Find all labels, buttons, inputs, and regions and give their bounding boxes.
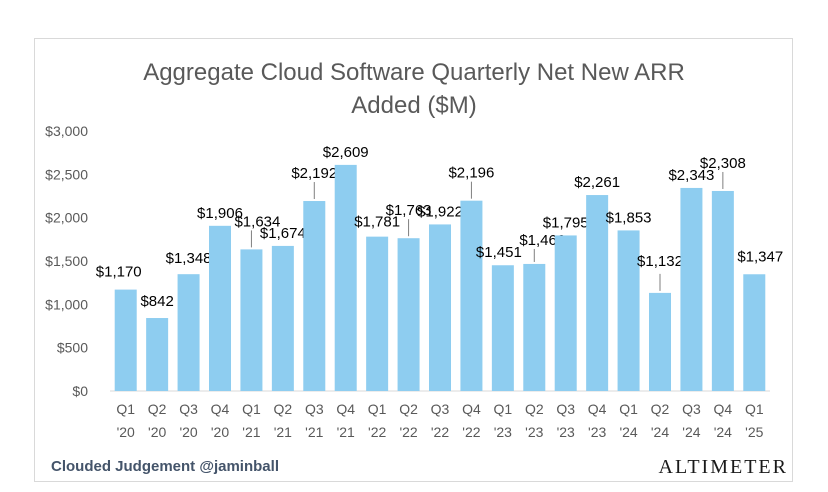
- bar: [240, 249, 263, 391]
- bar: [649, 292, 671, 391]
- data-label: $2,609: [323, 144, 369, 161]
- y-tick-label: $500: [57, 340, 88, 356]
- bar: [209, 225, 231, 391]
- chart-title-line-2: Added ($M): [351, 92, 477, 119]
- x-tick-label: Q1: [619, 401, 638, 417]
- x-tick-label: Q3: [305, 401, 324, 417]
- x-tick-label: '24: [682, 424, 700, 440]
- x-tick-label: '24: [651, 424, 669, 440]
- bar: [397, 238, 420, 391]
- y-tick-label: $1,000: [45, 296, 88, 312]
- x-tick-label: '22: [368, 424, 386, 440]
- x-tick-label: '21: [305, 424, 323, 440]
- chart-frame: [34, 38, 793, 482]
- data-label: $2,192: [291, 165, 337, 182]
- data-label: $1,451: [476, 244, 522, 261]
- x-tick-label: '23: [588, 424, 606, 440]
- x-tick-label: '24: [714, 424, 732, 440]
- x-tick-label: Q1: [745, 401, 764, 417]
- x-tick-label: '23: [494, 424, 512, 440]
- x-tick-label: Q2: [148, 401, 167, 417]
- bar: [303, 201, 326, 391]
- x-tick-label: Q4: [211, 401, 230, 417]
- data-label: $1,763: [386, 202, 432, 219]
- x-tick-label: '25: [745, 424, 763, 440]
- data-label: $2,308: [700, 155, 746, 172]
- data-label: $1,853: [606, 209, 652, 226]
- chart-title-line-1: Aggregate Cloud Software Quarterly Net N…: [143, 59, 685, 86]
- x-tick-label: Q1: [242, 401, 261, 417]
- x-tick-label: Q4: [462, 401, 481, 417]
- x-tick-label: '20: [211, 424, 229, 440]
- bar: [680, 187, 703, 391]
- x-tick-label: Q4: [336, 401, 355, 417]
- data-label: $1,170: [96, 264, 142, 281]
- bar: [554, 235, 577, 391]
- x-tick-label: Q3: [431, 401, 450, 417]
- x-tick-label: '21: [274, 424, 292, 440]
- bar: [334, 164, 357, 391]
- x-tick-label: Q1: [368, 401, 387, 417]
- x-tick-label: Q2: [525, 401, 544, 417]
- bar: [177, 274, 200, 391]
- x-tick-label: '22: [431, 424, 449, 440]
- y-tick-label: $3,000: [45, 123, 88, 139]
- y-tick-label: $2,500: [45, 166, 88, 182]
- data-label: $1,795: [543, 214, 589, 231]
- bar: [429, 224, 451, 391]
- data-label: $1,674: [260, 225, 306, 242]
- source-credit: Clouded Judgement @jaminball: [51, 458, 279, 475]
- x-tick-label: '23: [557, 424, 575, 440]
- x-tick-label: '21: [337, 424, 355, 440]
- bar: [523, 263, 546, 391]
- brand-logo-text: ALTIMETER: [658, 456, 788, 478]
- bar: [271, 245, 294, 391]
- bar: [617, 230, 640, 391]
- x-tick-label: Q2: [651, 401, 670, 417]
- x-tick-label: Q1: [494, 401, 513, 417]
- data-label: $1,781: [354, 214, 400, 231]
- data-label: $2,196: [448, 165, 494, 182]
- x-tick-label: '20: [117, 424, 135, 440]
- bar: [114, 289, 137, 391]
- x-tick-label: '22: [462, 424, 480, 440]
- data-label: $1,132: [637, 253, 683, 270]
- data-label: $2,343: [668, 167, 714, 184]
- bar: [586, 195, 609, 391]
- x-tick-label: Q4: [588, 401, 607, 417]
- bar: [711, 190, 734, 391]
- x-tick-label: Q3: [682, 401, 701, 417]
- bar: [460, 200, 483, 391]
- bar: [743, 274, 766, 391]
- data-label: $1,906: [197, 205, 243, 222]
- data-label: $1,466: [519, 232, 565, 249]
- x-tick-label: '22: [399, 424, 417, 440]
- data-label: $2,261: [574, 174, 620, 191]
- x-tick-label: Q2: [274, 401, 293, 417]
- data-label: $842: [140, 293, 173, 310]
- y-tick-label: $0: [72, 383, 88, 399]
- bar: [366, 236, 389, 391]
- y-tick-label: $1,500: [45, 253, 88, 269]
- x-tick-label: Q3: [179, 401, 198, 417]
- bar: [491, 265, 514, 391]
- x-tick-label: Q3: [556, 401, 575, 417]
- x-tick-label: '21: [242, 424, 260, 440]
- x-tick-label: '20: [179, 424, 197, 440]
- chart-title: Aggregate Cloud Software Quarterly Net N…: [0, 56, 828, 122]
- data-label: $1,634: [234, 213, 280, 230]
- x-tick-label: '20: [148, 424, 166, 440]
- data-label: $1,922: [417, 203, 463, 220]
- bar: [146, 318, 169, 391]
- data-label: $1,347: [737, 248, 783, 265]
- x-tick-label: Q2: [399, 401, 418, 417]
- x-tick-label: '23: [525, 424, 543, 440]
- x-tick-label: '24: [619, 424, 637, 440]
- data-label: $1,348: [166, 250, 212, 267]
- x-tick-label: Q1: [116, 401, 135, 417]
- y-tick-label: $2,000: [45, 210, 88, 226]
- x-tick-label: Q4: [714, 401, 733, 417]
